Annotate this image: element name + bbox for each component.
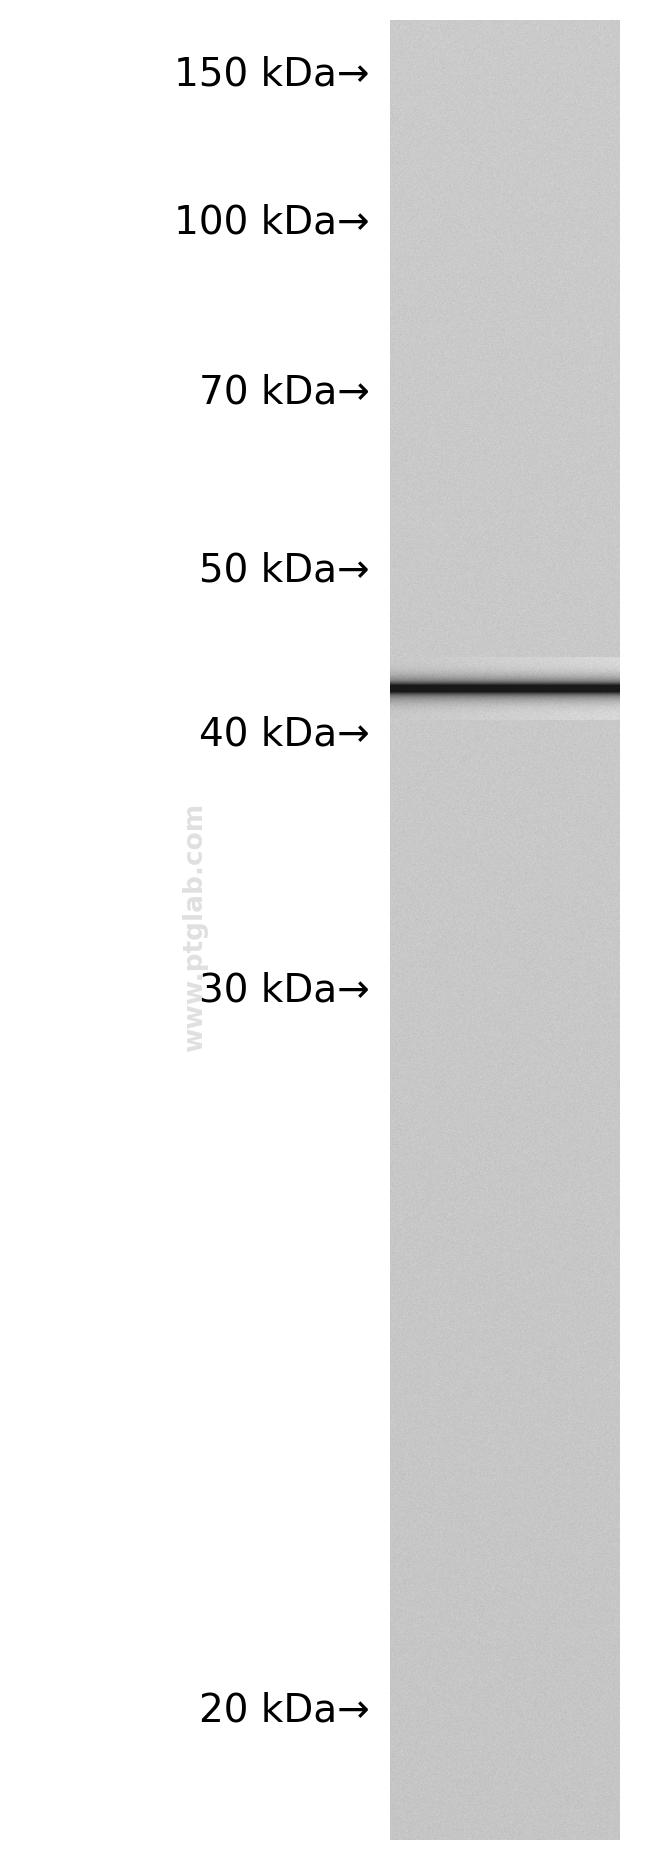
Text: 70 kDa→: 70 kDa→ [199, 375, 370, 412]
Text: 50 kDa→: 50 kDa→ [200, 551, 370, 590]
Text: 40 kDa→: 40 kDa→ [200, 716, 370, 753]
Text: 30 kDa→: 30 kDa→ [200, 970, 370, 1009]
Text: 20 kDa→: 20 kDa→ [200, 1692, 370, 1729]
Text: 100 kDa→: 100 kDa→ [174, 202, 370, 241]
Text: 150 kDa→: 150 kDa→ [174, 56, 370, 95]
Text: www.ptglab.com: www.ptglab.com [182, 803, 208, 1052]
